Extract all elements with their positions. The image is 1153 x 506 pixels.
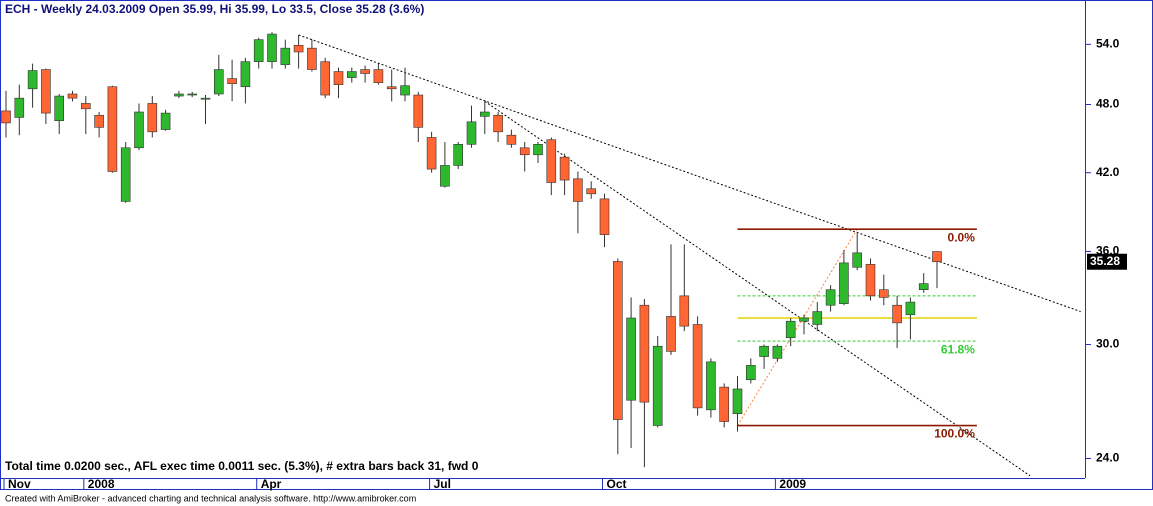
fib-label: 100.0% (934, 427, 975, 441)
candle-body (200, 97, 211, 100)
candle-body (386, 86, 397, 90)
candle-body (799, 317, 809, 322)
candle-body (639, 304, 650, 403)
candle-body (852, 252, 863, 268)
chart-title: ECH - Weekly 24.03.2009 Open 35.99, Hi 3… (5, 2, 424, 16)
candle-body (1, 110, 11, 124)
candle-body (506, 134, 517, 145)
x-tick-label: 2008 (88, 477, 115, 491)
last-price-label: 35.28 (1090, 254, 1120, 268)
candle-body (147, 103, 158, 133)
status-text: Total time 0.0200 sec., AFL exec time 0.… (5, 459, 479, 473)
candle-body (546, 139, 557, 183)
candle-body (307, 47, 317, 70)
candle-body (440, 165, 450, 187)
candle-body (120, 147, 131, 202)
candle-body (878, 289, 889, 298)
x-tick-label: Jul (434, 477, 451, 491)
candle-body (745, 365, 756, 381)
y-tick-label: 54.0 (1096, 37, 1120, 51)
candle-body (732, 388, 743, 414)
candle-body (759, 345, 769, 357)
candle-body (253, 39, 264, 62)
candle-body (839, 262, 849, 304)
candle-body (825, 289, 836, 306)
frame (0, 0, 1153, 490)
candle-body (812, 311, 823, 325)
candle-body (706, 361, 716, 411)
candle-body (174, 93, 184, 97)
candle-body (293, 45, 304, 53)
candle-body (599, 198, 610, 235)
candle-body (346, 71, 357, 78)
candle-body (666, 316, 676, 352)
candle-body (519, 147, 530, 156)
candle-body (692, 324, 703, 409)
candle-body (466, 121, 477, 145)
candle-body (214, 69, 224, 95)
x-tick-label: Nov (8, 477, 31, 491)
candle-body (67, 93, 78, 99)
candle-body (573, 178, 583, 202)
candle-body (865, 264, 876, 297)
y-tick-label: 48.0 (1096, 97, 1120, 111)
candle-body (413, 94, 424, 128)
candle-body (267, 33, 277, 62)
candle-body (932, 251, 942, 263)
candle-body (400, 85, 410, 96)
candle-body (652, 345, 663, 426)
candle-body (360, 69, 370, 74)
candle-body (905, 301, 916, 316)
candle-body (918, 283, 929, 291)
candle-body (679, 295, 690, 327)
y-tick-label: 24.0 (1096, 451, 1120, 465)
candle-body (187, 93, 197, 96)
y-tick-label: 30.0 (1096, 337, 1120, 351)
candle-body (333, 71, 344, 85)
candle-body (479, 111, 490, 117)
candle-body (453, 144, 464, 166)
candle-body (785, 320, 796, 339)
candle-body (320, 61, 331, 96)
candle-body (559, 156, 570, 181)
candle-body (240, 61, 251, 88)
fib-label: 61.8% (941, 342, 975, 356)
candle-body (493, 114, 503, 133)
candle-body (160, 112, 171, 130)
candle-body (14, 97, 25, 118)
candle-body (27, 70, 38, 90)
candle-body (134, 111, 144, 149)
candle-body (54, 95, 65, 122)
x-tick-label: 2009 (779, 477, 806, 491)
candle-body (227, 78, 237, 84)
candle-body (772, 345, 783, 359)
candle-body (81, 103, 91, 110)
candle-body (533, 144, 543, 156)
fib-label: 0.0% (948, 230, 976, 244)
footer: Created with AmiBroker - advanced charti… (5, 493, 416, 503)
candle-body (626, 317, 636, 401)
candle-body (280, 47, 291, 65)
candle-body (586, 188, 597, 195)
candle-body (892, 304, 902, 324)
candle-body (41, 69, 51, 114)
candle-body (719, 386, 730, 422)
x-tick-label: Oct (607, 477, 627, 491)
candle-body (373, 69, 384, 83)
last-price-box (1087, 253, 1127, 270)
y-tick-label: 42.0 (1096, 165, 1120, 179)
candle-body (426, 137, 437, 170)
candle-body (94, 114, 104, 128)
candle-body (612, 261, 623, 420)
x-tick-label: Apr (261, 477, 282, 491)
candle-body (107, 86, 118, 172)
